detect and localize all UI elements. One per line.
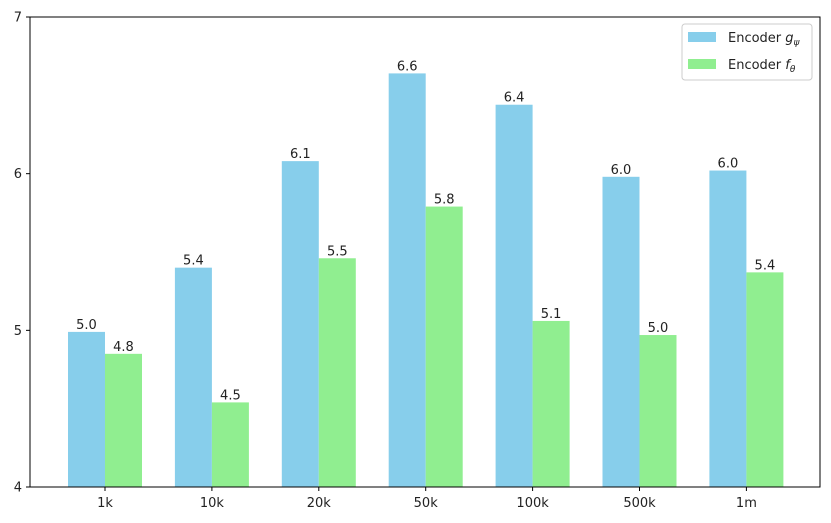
bar-500k-series-1 xyxy=(602,176,640,488)
data-label: 5.4 xyxy=(755,258,776,273)
data-label: 5.1 xyxy=(541,307,562,322)
data-label: 4.8 xyxy=(113,340,134,355)
bar-1k-series-2 xyxy=(105,353,142,487)
data-labels-layer: 5.0 5.4 6.1 6.6 6.4 6.0 6.0 4.8 4.5 5.5 5.8 5.1 5.0 5… xyxy=(76,59,775,403)
x-tick-label: 50k xyxy=(414,496,439,511)
bar-1m-series-1 xyxy=(709,170,747,488)
x-tick-label: 1k xyxy=(97,496,113,511)
bar-50k-series-2 xyxy=(425,206,463,488)
data-label: 5.8 xyxy=(434,193,455,208)
data-label: 6.0 xyxy=(611,163,632,178)
y-tick-label: 5 xyxy=(14,324,22,339)
x-axis: 1k 10k 20k 50k 100k 500k 1m xyxy=(97,487,757,511)
bar-10k-series-1 xyxy=(174,267,212,487)
bar-100k-series-1 xyxy=(495,104,533,487)
bar-50k-series-1 xyxy=(388,73,426,488)
x-tick-label: 1m xyxy=(736,496,757,511)
bar-500k-series-2 xyxy=(639,335,677,487)
bar-1m-series-2 xyxy=(746,272,784,487)
data-label: 5.0 xyxy=(76,318,97,333)
data-label: 6.6 xyxy=(397,59,418,74)
x-tick-label: 10k xyxy=(200,496,225,511)
bar-1k-series-1 xyxy=(68,331,105,487)
bar-20k-series-1 xyxy=(281,161,319,487)
data-label: 4.5 xyxy=(220,388,241,403)
bars-layer xyxy=(68,73,784,488)
data-label: 6.4 xyxy=(504,91,525,106)
legend-swatch xyxy=(688,59,716,69)
data-label: 6.0 xyxy=(718,157,739,172)
data-label: 5.4 xyxy=(183,254,204,269)
bar-100k-series-2 xyxy=(532,320,570,487)
x-tick-label: 100k xyxy=(516,496,549,511)
plot-frame xyxy=(29,16,821,488)
x-tick-label: 20k xyxy=(307,496,332,511)
x-tick-label: 500k xyxy=(623,496,656,511)
y-tick-label: 6 xyxy=(14,167,22,182)
legend-label: Encoder gψ xyxy=(728,31,801,48)
y-axis: 4 5 6 7 xyxy=(14,11,30,496)
legend-label: Encoder fθ xyxy=(728,58,796,75)
data-label: 5.0 xyxy=(648,321,669,336)
legend-swatch xyxy=(688,32,716,42)
bar-20k-series-2 xyxy=(318,258,356,487)
bar-10k-series-2 xyxy=(211,402,249,487)
y-tick-label: 7 xyxy=(14,11,22,26)
data-label: 6.1 xyxy=(290,147,311,162)
y-tick-label: 4 xyxy=(14,481,22,496)
legend: Encoder gψ Encoder fθ xyxy=(681,23,813,81)
data-label: 5.5 xyxy=(327,244,348,259)
